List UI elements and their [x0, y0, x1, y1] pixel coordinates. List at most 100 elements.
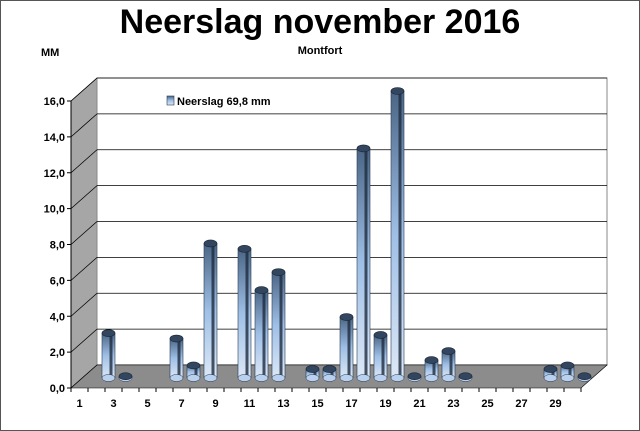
y-tick-label: 4,0: [50, 311, 65, 323]
bar-base: [560, 374, 575, 382]
x-tick-label: 25: [481, 398, 493, 410]
gridline-side: [70, 185, 98, 209]
bar-base: [356, 374, 371, 382]
x-tick-label: 23: [447, 398, 459, 410]
gridline-side: [70, 113, 98, 138]
bar-top: [305, 365, 320, 373]
bar-shade: [381, 334, 385, 378]
bar-shade: [262, 290, 266, 378]
bar-top: [543, 365, 558, 373]
bar-base: [101, 374, 116, 382]
bar: [373, 334, 388, 379]
bar-shade: [330, 369, 334, 378]
bar-shade: [194, 365, 198, 378]
y-tick-label: 12,0: [44, 168, 65, 180]
x-tick-label: 11: [244, 398, 256, 410]
bar-top: [203, 239, 218, 248]
chart-subtitle: Montfort: [297, 45, 343, 57]
bar-top: [390, 87, 405, 95]
bar-top: [169, 334, 184, 343]
bar: [339, 316, 354, 379]
x-tick-label: 7: [178, 398, 184, 410]
bar-shade: [551, 369, 555, 378]
gridline-side: [70, 221, 98, 245]
bar-shade: [568, 365, 572, 378]
bar-base: [203, 374, 218, 382]
bar-shade: [347, 317, 351, 378]
y-tick-label: 10,0: [44, 204, 65, 216]
bar: [356, 148, 371, 379]
bar-base: [322, 374, 337, 382]
chart-title: Neerslag november 2016: [119, 3, 521, 41]
x-tick-label: 15: [311, 398, 323, 410]
bar: [169, 338, 184, 379]
x-tick-label: 21: [413, 398, 425, 410]
gridline-side: [70, 292, 98, 317]
x-tick-label: 27: [515, 398, 527, 410]
gridline-side: [70, 257, 98, 281]
bar: [390, 90, 405, 379]
bar-top: [356, 144, 371, 153]
bar: [441, 350, 456, 379]
bar: [271, 271, 286, 379]
bar-shade: [211, 243, 215, 378]
bar-top: [186, 361, 201, 370]
bar-base: [424, 374, 439, 382]
bar-base: [237, 374, 252, 382]
bar-shade: [432, 360, 436, 378]
bar-top: [118, 372, 133, 381]
x-tick-label: 1: [76, 398, 82, 410]
bar-top: [441, 347, 456, 355]
bar: [237, 248, 252, 379]
bar: [203, 243, 218, 379]
gridline-side: [70, 149, 98, 174]
bar-top: [254, 286, 269, 294]
bar-base: [339, 374, 354, 382]
bar-base: [441, 374, 456, 382]
bar-base: [390, 374, 405, 382]
bar-shade: [109, 333, 113, 378]
bar-top: [101, 329, 116, 337]
bar: [254, 289, 269, 379]
bar-top: [271, 268, 286, 276]
bar-shade: [245, 248, 249, 378]
bar-shade: [398, 91, 402, 378]
gridline-side: [70, 77, 98, 102]
y-tick-label: 0,0: [50, 383, 65, 395]
y-tick-label: 14,0: [44, 132, 65, 144]
bar-top: [339, 313, 354, 321]
bar-shade: [177, 338, 181, 378]
x-tick-label: 3: [110, 398, 116, 410]
bar-base: [373, 374, 388, 382]
bar-base: [305, 374, 320, 382]
bar-shade: [449, 351, 453, 378]
x-tick-label: 13: [277, 398, 289, 410]
x-tick-label: 9: [212, 398, 218, 410]
bar-top: [560, 361, 575, 370]
legend-swatch-icon: [166, 95, 175, 106]
legend-label: Neerslag 69,8 mm: [177, 96, 271, 108]
bar-top: [407, 372, 422, 381]
bar-base: [254, 374, 269, 382]
bar-top: [373, 331, 388, 339]
y-tick-label: 8,0: [50, 240, 65, 252]
bar: [101, 332, 116, 379]
bar-top: [237, 245, 252, 253]
bar-top: [458, 372, 473, 381]
y-tick-label: 2,0: [50, 347, 65, 359]
gridline-side: [70, 328, 98, 353]
bar-base: [543, 374, 558, 382]
bar-top: [322, 365, 337, 373]
bar-shade: [364, 148, 368, 378]
bar-top: [577, 372, 592, 381]
y-tick-label: 16,0: [44, 96, 65, 108]
bar-base: [271, 374, 286, 382]
bar-top: [424, 356, 439, 364]
floor: [70, 364, 608, 389]
bar-shade: [313, 369, 317, 378]
y-axis-label: MM: [41, 47, 60, 59]
bar-base: [186, 374, 201, 382]
x-tick-label: 17: [345, 398, 357, 410]
